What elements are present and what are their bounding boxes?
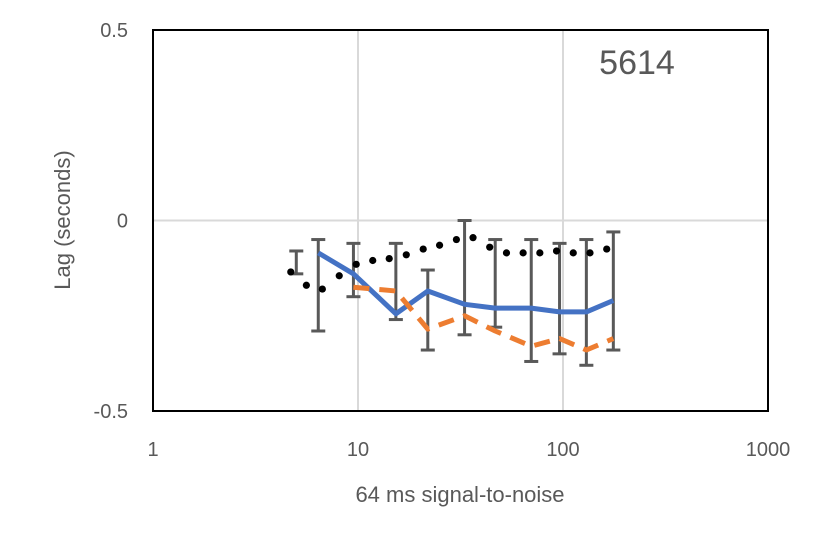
error-bar <box>420 268 435 352</box>
series-1-point <box>435 241 444 249</box>
series-2-line <box>317 250 615 317</box>
series-3-line <box>353 284 615 353</box>
series-1-point <box>519 249 527 257</box>
series-1-point <box>335 272 343 280</box>
series-1-point <box>536 249 544 257</box>
tick-labels: 1 10 100 1000 -0.5 0 0.5 <box>94 20 791 461</box>
x-tick-label: 10 <box>347 439 369 461</box>
series-1-point <box>603 245 611 253</box>
series-1-point <box>419 245 427 253</box>
series-1-point <box>318 285 326 293</box>
series-1-point <box>569 249 577 257</box>
series-1-point <box>302 281 310 289</box>
series-1-point <box>586 249 594 257</box>
series-1-point <box>502 249 511 257</box>
series-1-point <box>369 256 377 265</box>
series-1-point <box>385 255 393 263</box>
series-1-point <box>552 247 561 255</box>
data-series <box>287 234 615 353</box>
series-1-point <box>352 260 360 268</box>
y-axis-title: Lag (seconds) <box>50 150 75 289</box>
y-tick-label: 0 <box>117 211 128 233</box>
series-1-point <box>469 234 477 242</box>
error-bar <box>388 241 403 322</box>
series-1-point <box>287 268 295 276</box>
series-1-point <box>452 235 461 244</box>
error-bar <box>606 230 621 352</box>
y-tick-label: -0.5 <box>94 401 128 423</box>
x-tick-label: 1000 <box>746 439 791 461</box>
error-bar <box>552 241 567 356</box>
x-tick-label: 1 <box>147 439 158 461</box>
x-tick-label: 100 <box>546 439 579 461</box>
series-1-point <box>486 243 494 251</box>
error-bar <box>524 238 539 363</box>
y-tick-label: 0.5 <box>100 20 128 42</box>
plot-area-border <box>152 29 769 412</box>
x-axis-title: 64 ms signal-to-noise <box>355 482 564 507</box>
chart-annotation: 5614 <box>599 44 675 82</box>
error-bar <box>579 238 594 367</box>
series-1-point <box>402 251 410 259</box>
